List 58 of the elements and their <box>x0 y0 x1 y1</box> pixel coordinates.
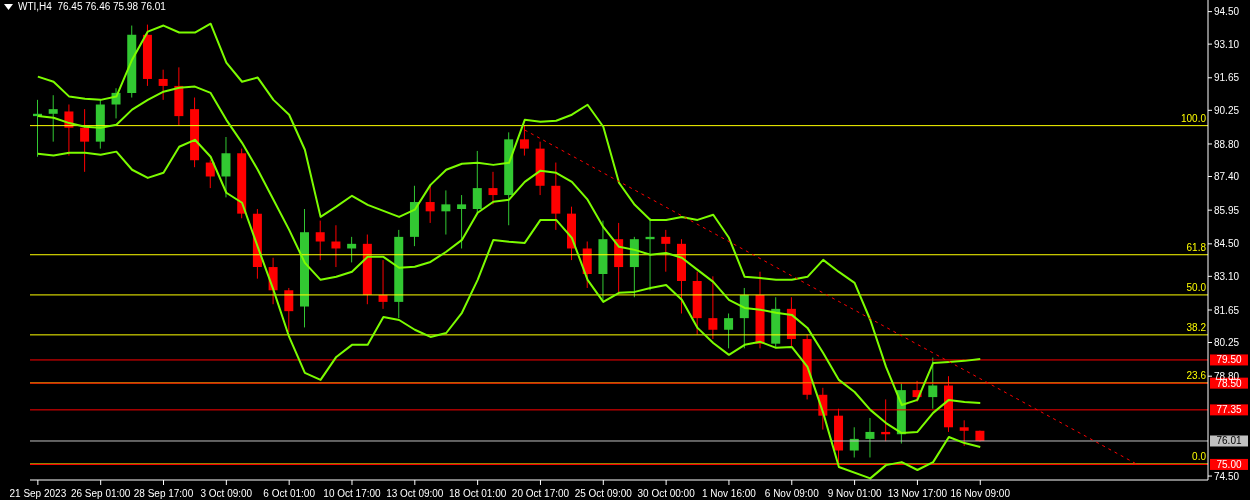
y-tick-label: 93.10 <box>1214 38 1240 50</box>
x-tick-label: 13 Nov 17:00 <box>887 488 948 499</box>
ref-line-label: 79.50 <box>1216 354 1242 366</box>
annotation: 50.0 <box>1186 281 1206 294</box>
annotation: 23.6 <box>1186 369 1206 382</box>
y-tick-label: 84.50 <box>1214 238 1240 250</box>
candlestick <box>472 150 482 215</box>
annotation: 0.0 <box>1192 450 1206 463</box>
y-tick-label: 74.50 <box>1214 470 1240 482</box>
ref-line-label: 77.35 <box>1216 404 1242 416</box>
x-tick-label: 28 Sep 17:00 <box>133 488 194 499</box>
y-tick-label: 87.40 <box>1214 171 1240 183</box>
x-tick-label: 20 Oct 17:00 <box>511 488 570 499</box>
x-tick-label: 13 Oct 09:00 <box>386 488 444 499</box>
candlestick <box>158 69 168 101</box>
candlestick <box>708 275 718 340</box>
annotation: 100.0 <box>1180 112 1206 125</box>
x-tick-label: 1 Nov 16:00 <box>701 488 757 499</box>
x-tick-label: 10 Oct 17:00 <box>323 488 382 499</box>
y-tick-label: 90.25 <box>1214 104 1240 116</box>
x-tick-label: 3 Oct 09:00 <box>200 488 253 499</box>
candlestick <box>441 189 451 236</box>
line-series <box>36 22 982 406</box>
y-tick-label: 94.50 <box>1214 6 1240 18</box>
x-tick-label: 26 Sep 01:00 <box>70 488 131 499</box>
candlestick <box>724 313 734 349</box>
x-tick-label: 21 Sep 2023 <box>9 488 67 499</box>
y-tick-label: 85.95 <box>1214 204 1240 216</box>
candlestick <box>928 357 938 410</box>
ref-line-label: 75.00 <box>1216 458 1242 470</box>
candlestick <box>488 171 498 205</box>
candlestick <box>661 229 671 273</box>
ref-line-label: 76.01 <box>1216 435 1242 447</box>
annotation: 61.8 <box>1186 241 1206 254</box>
annotation: 38.2 <box>1186 321 1206 334</box>
candlestick <box>959 419 969 447</box>
line-series <box>36 138 982 480</box>
y-tick-label: 91.65 <box>1214 72 1240 84</box>
candlestick <box>425 185 435 224</box>
candlestick <box>48 94 58 143</box>
candlestick <box>315 220 325 261</box>
x-tick-label: 6 Oct 01:00 <box>263 488 316 499</box>
x-tick-label: 30 Oct 00:00 <box>637 488 696 499</box>
x-tick-label: 6 Nov 09:00 <box>764 488 820 499</box>
candlestick <box>865 417 875 458</box>
x-tick-label: 25 Oct 09:00 <box>574 488 633 499</box>
candlestick <box>80 108 90 173</box>
y-tick-label: 83.10 <box>1214 270 1240 282</box>
y-tick-label: 80.25 <box>1214 337 1240 349</box>
chart-title: WTI,H4 76.45 76.46 75.98 76.01 <box>18 1 166 12</box>
y-tick-label: 81.65 <box>1214 304 1240 316</box>
candlestick <box>457 194 467 249</box>
x-tick-label: 18 Oct 01:00 <box>449 488 507 499</box>
x-tick-label: 9 Nov 01:00 <box>827 488 882 499</box>
x-tick-label: 16 Nov 09:00 <box>950 488 1011 499</box>
candlestick <box>284 287 294 333</box>
y-tick-label: 88.80 <box>1214 138 1240 150</box>
candlestick <box>221 136 231 198</box>
